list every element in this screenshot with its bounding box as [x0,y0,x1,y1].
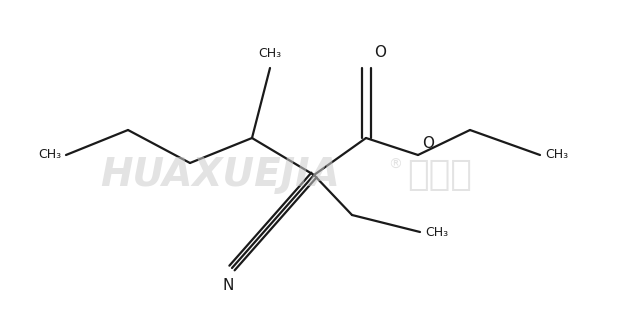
Text: HUAXUEJIA: HUAXUEJIA [100,156,340,194]
Text: CH₃: CH₃ [259,47,282,60]
Text: CH₃: CH₃ [545,149,568,162]
Text: CH₃: CH₃ [425,226,448,239]
Text: N: N [222,278,234,293]
Text: ®: ® [388,158,402,172]
Text: O: O [374,45,386,60]
Text: 化学加: 化学加 [408,158,472,192]
Text: O: O [422,136,434,151]
Text: CH₃: CH₃ [38,149,61,162]
